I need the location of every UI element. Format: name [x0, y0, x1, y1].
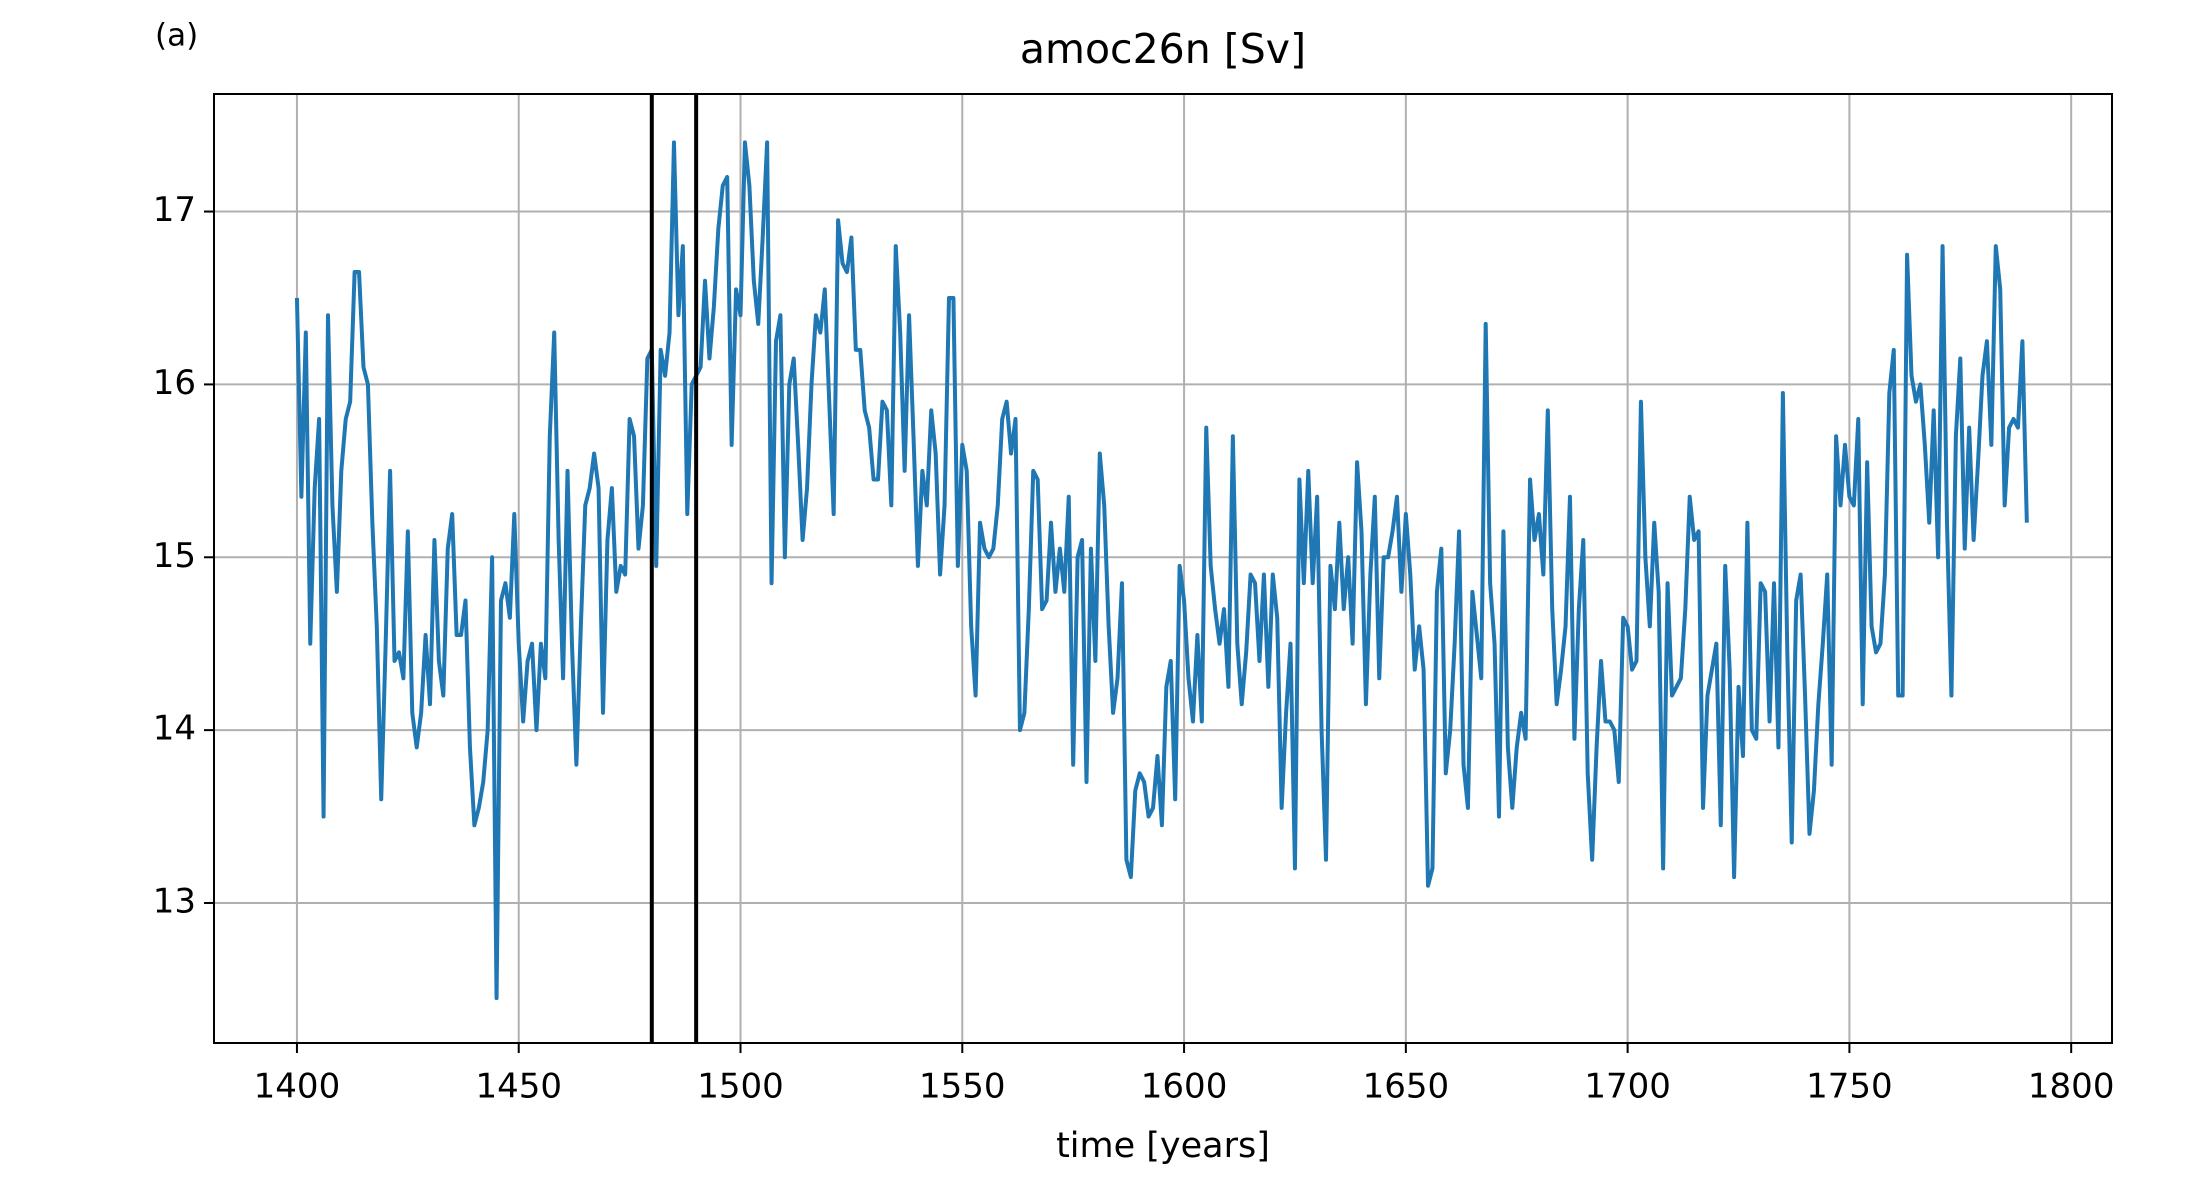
x-tick-label: 1800 [2028, 1067, 2115, 1107]
x-tick-label: 1400 [254, 1067, 341, 1107]
y-tick-label: 17 [153, 190, 196, 230]
chart-title: amoc26n [Sv] [1020, 25, 1306, 73]
y-tick-label: 14 [153, 709, 196, 749]
plot-frame [213, 93, 2113, 1044]
y-tick-label: 13 [153, 881, 196, 921]
x-tick-label: 1700 [1584, 1067, 1671, 1107]
x-tick-label: 1550 [919, 1067, 1006, 1107]
y-tick-label: 15 [153, 536, 196, 576]
x-tick-label: 1750 [1806, 1067, 1893, 1107]
panel-label: (a) [155, 18, 198, 54]
data-line [294, 140, 2029, 1001]
x-axis-label: time [years] [1056, 1126, 1270, 1166]
y-tick-label: 16 [153, 363, 196, 403]
x-tick-label: 1650 [1363, 1067, 1450, 1107]
x-tick-label: 1450 [475, 1067, 562, 1107]
x-tick-label: 1600 [1141, 1067, 1228, 1107]
x-tick-label: 1500 [697, 1067, 784, 1107]
